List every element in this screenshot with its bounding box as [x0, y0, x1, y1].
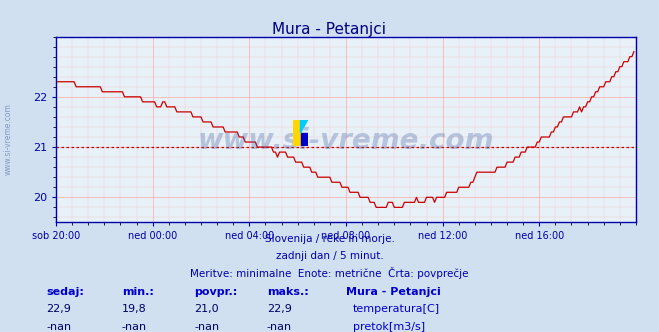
Text: Mura - Petanjci: Mura - Petanjci — [346, 287, 441, 297]
Text: 22,9: 22,9 — [46, 304, 71, 314]
Text: Mura - Petanjci: Mura - Petanjci — [273, 22, 386, 37]
Text: povpr.:: povpr.: — [194, 287, 238, 297]
Text: 22,9: 22,9 — [267, 304, 292, 314]
Text: -nan: -nan — [194, 322, 219, 332]
Text: maks.:: maks.: — [267, 287, 308, 297]
Text: min.:: min.: — [122, 287, 154, 297]
Polygon shape — [301, 120, 308, 133]
Bar — [293, 120, 301, 146]
Text: www.si-vreme.com: www.si-vreme.com — [3, 104, 13, 175]
Text: temperatura[C]: temperatura[C] — [353, 304, 440, 314]
Text: -nan: -nan — [46, 322, 71, 332]
Text: pretok[m3/s]: pretok[m3/s] — [353, 322, 424, 332]
Text: -nan: -nan — [122, 322, 147, 332]
Text: Meritve: minimalne  Enote: metrične  Črta: povprečje: Meritve: minimalne Enote: metrične Črta:… — [190, 267, 469, 279]
Text: sedaj:: sedaj: — [46, 287, 84, 297]
Text: zadnji dan / 5 minut.: zadnji dan / 5 minut. — [275, 251, 384, 261]
Text: 19,8: 19,8 — [122, 304, 147, 314]
Text: Slovenija / reke in morje.: Slovenija / reke in morje. — [264, 234, 395, 244]
Bar — [301, 133, 308, 146]
Text: www.si-vreme.com: www.si-vreme.com — [198, 126, 494, 155]
Text: -nan: -nan — [267, 322, 292, 332]
Text: 21,0: 21,0 — [194, 304, 219, 314]
